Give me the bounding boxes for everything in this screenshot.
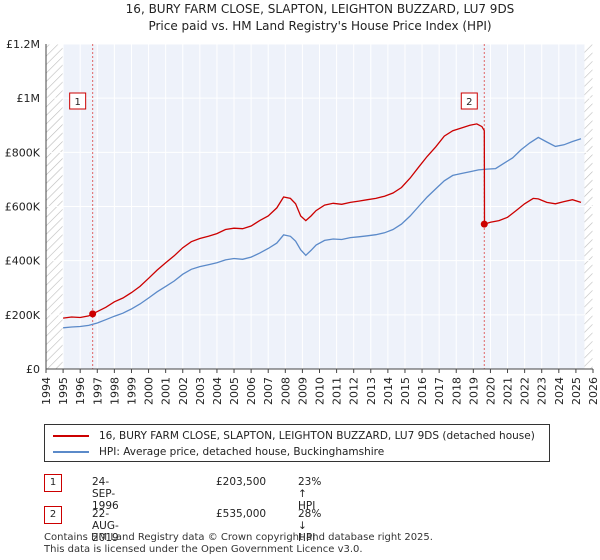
- y-tick-label: £800K: [5, 146, 41, 159]
- x-tick-label: 2000: [143, 377, 156, 405]
- sale-date-1: 24-SEP-1996: [92, 476, 119, 512]
- x-tick-label: 1994: [40, 377, 53, 405]
- sale-price-1: £203,500: [216, 476, 267, 488]
- x-tick-label: 2022: [519, 377, 532, 405]
- x-tick-label: 2004: [211, 377, 224, 405]
- x-tick-label: 2001: [160, 377, 173, 405]
- chart-title: 16, BURY FARM CLOSE, SLAPTON, LEIGHTON B…: [126, 2, 515, 16]
- sale-hpi-2: 28% ↓ HPI: [298, 508, 322, 544]
- x-tick-label: 2020: [484, 377, 497, 405]
- x-tick-label: 2012: [348, 377, 361, 405]
- property-line: [63, 123, 582, 319]
- x-tick-label: 2013: [365, 377, 378, 405]
- x-tick-label: 2021: [502, 377, 515, 405]
- x-tick-label: 2015: [399, 377, 412, 405]
- y-tick-label: £1M: [17, 92, 41, 105]
- x-tick-label: 2003: [194, 377, 207, 405]
- sale-date-2: 22-AUG-2019: [92, 508, 119, 544]
- y-tick-label: £400K: [5, 255, 41, 268]
- footer-line-1: Contains HM Land Registry data © Crown c…: [44, 532, 433, 543]
- legend-swatch-hpi: [53, 451, 89, 453]
- x-tick-label: 2007: [262, 377, 275, 405]
- x-tick-label: 1999: [125, 377, 138, 405]
- x-tick-label: 2016: [416, 377, 429, 405]
- x-tick-label: 2008: [279, 377, 292, 405]
- sale-label-1: 1: [74, 97, 80, 108]
- sale-label-box-1: [69, 92, 87, 110]
- sale-marker-1: [89, 310, 97, 318]
- legend: 16, BURY FARM CLOSE, SLAPTON, LEIGHTON B…: [44, 424, 550, 462]
- x-tick-label: 2017: [433, 377, 446, 405]
- x-tick-label: 2009: [296, 377, 309, 405]
- x-tick-label: 2011: [331, 377, 344, 405]
- x-tick-label: 2026: [587, 377, 600, 405]
- y-tick-label: £1.2M: [6, 38, 40, 51]
- sale-label-2: 2: [466, 97, 472, 108]
- x-tick-label: 2005: [228, 377, 241, 405]
- sale-label-box-2: [460, 92, 478, 110]
- x-tick-label: 1998: [108, 377, 121, 405]
- y-tick-label: £600K: [5, 201, 41, 214]
- x-tick-label: 2024: [553, 377, 566, 405]
- sale-marker-2: [480, 220, 488, 228]
- chart-subtitle: Price paid vs. HM Land Registry's House …: [148, 19, 491, 33]
- sale-badge-1: 1: [44, 474, 62, 492]
- sale-hpi-1: 23% ↑ HPI: [298, 476, 322, 512]
- price-chart: 16, BURY FARM CLOSE, SLAPTON, LEIGHTON B…: [5, 2, 600, 405]
- x-tick-label: 2010: [314, 377, 327, 405]
- legend-item-hpi: HPI: Average price, detached house, Buck…: [53, 445, 384, 459]
- x-tick-label: 1996: [74, 377, 87, 405]
- footer: Contains HM Land Registry data © Crown c…: [44, 532, 433, 556]
- sale-badge-2: 2: [44, 506, 62, 524]
- hpi-line: [63, 136, 582, 329]
- x-tick-label: 2002: [177, 377, 190, 405]
- legend-swatch-property: [53, 435, 89, 437]
- x-tick-label: 2023: [536, 377, 549, 405]
- legend-label-hpi: HPI: Average price, detached house, Buck…: [99, 446, 385, 458]
- x-tick-label: 2018: [450, 377, 463, 405]
- x-tick-label: 2025: [570, 377, 583, 405]
- y-tick-label: £200K: [5, 309, 41, 322]
- x-tick-label: 1995: [57, 377, 70, 405]
- x-tick-label: 2014: [382, 377, 395, 405]
- legend-label-property: 16, BURY FARM CLOSE, SLAPTON, LEIGHTON B…: [99, 430, 535, 442]
- sale-price-2: £535,000: [216, 508, 267, 520]
- legend-item-property: 16, BURY FARM CLOSE, SLAPTON, LEIGHTON B…: [53, 429, 535, 443]
- x-tick-label: 2019: [467, 377, 480, 405]
- x-tick-label: 1997: [91, 377, 104, 405]
- x-tick-label: 2006: [245, 377, 258, 405]
- y-tick-label: £0: [26, 363, 40, 376]
- footer-line-2: This data is licensed under the Open Gov…: [44, 544, 363, 555]
